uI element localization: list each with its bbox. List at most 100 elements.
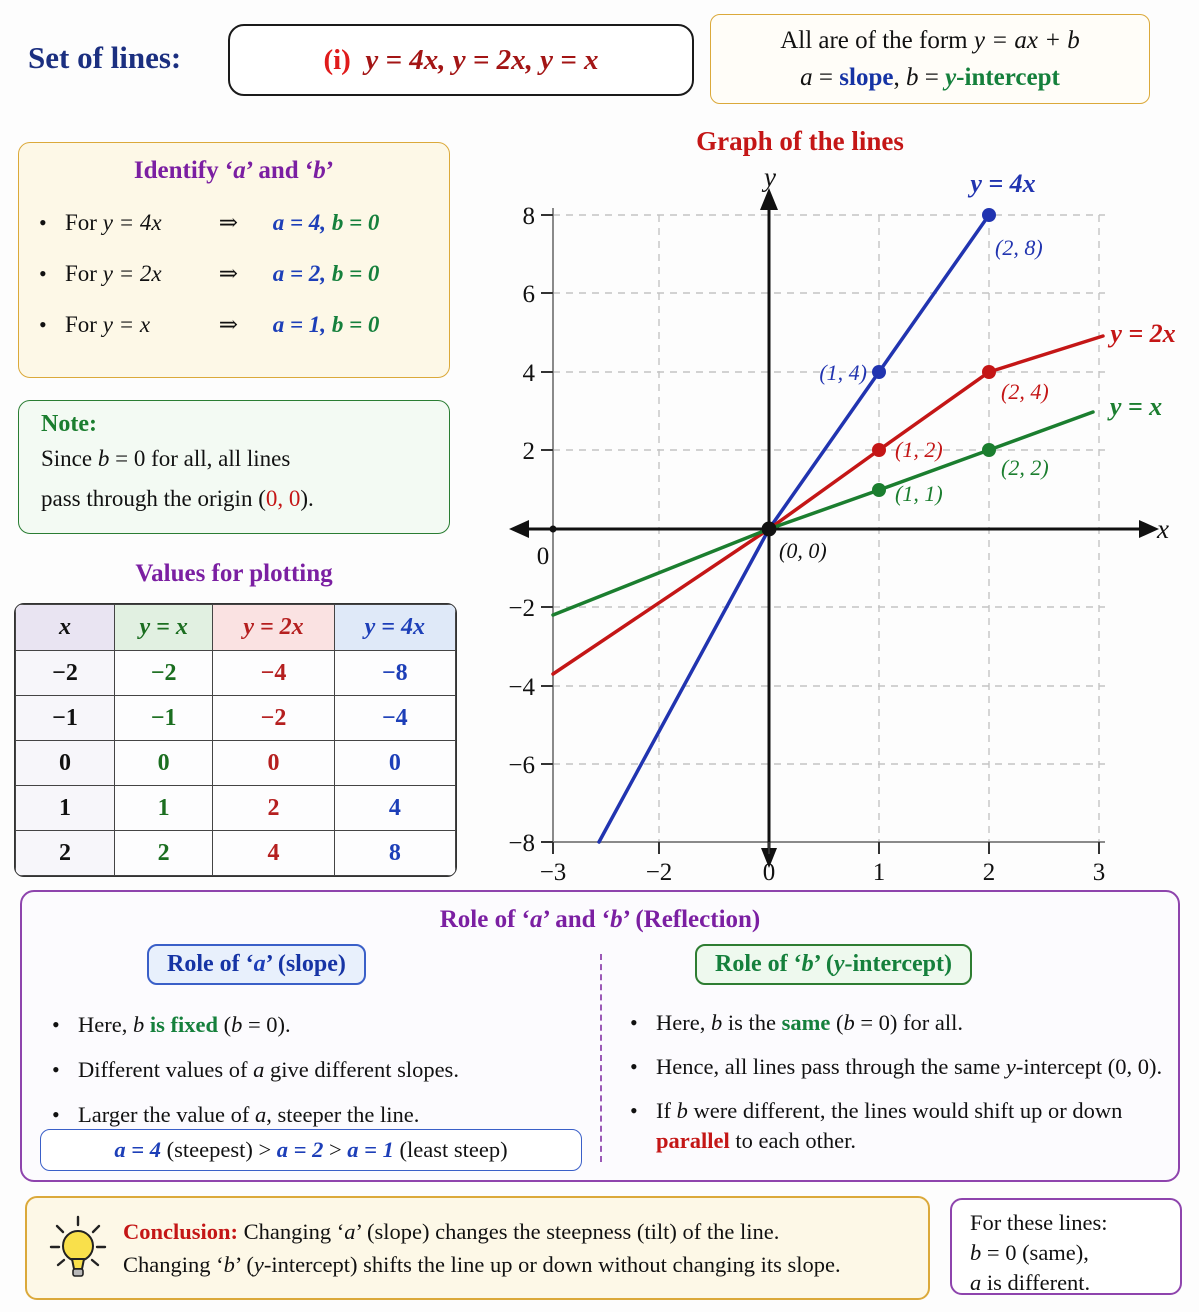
table-row: −2 −2 −4 −8 xyxy=(15,650,456,696)
form-note-box: All are of the form y = ax + b a = slope… xyxy=(710,14,1150,104)
x-tick-label: 2 xyxy=(983,859,996,886)
reflection-box: Role of ‘a’ and ‘b’ (Reflection) Role of… xyxy=(20,890,1180,1182)
data-point xyxy=(872,443,886,457)
values-heading: Values for plotting xyxy=(135,560,333,587)
y-tick-label: 2 xyxy=(523,438,536,465)
list-item: • Different values of a give different sl… xyxy=(52,1057,459,1082)
list-item: • For y = 2x ⇒ a = 2, b = 0 xyxy=(39,261,380,286)
bullet-dot: • xyxy=(630,1098,638,1123)
col-header-y2x: y = 2x xyxy=(212,604,335,651)
origin-zero-label: 0 xyxy=(537,543,550,570)
form-line-2: a = slope, b = y-intercept xyxy=(800,64,1060,91)
values-table-body: −2 −2 −4 −8 −1 −1 −2 −4 0 0 0 0 1 1 2 4 2 2 4 8 xyxy=(15,650,456,876)
conclusion-box: Conclusion: Changing ‘a’ (slope) changes… xyxy=(25,1196,930,1300)
bullet-dot: • xyxy=(630,1054,638,1079)
bullet-dot: • xyxy=(39,210,47,235)
gridlines xyxy=(552,208,1105,843)
data-point xyxy=(872,483,886,497)
y-tick-label: −2 xyxy=(508,595,535,622)
line-set-box: (i) y = 4x, y = 2x, y = x xyxy=(228,24,694,96)
list-item: • If b were different, the lines would sh… xyxy=(630,1096,1170,1156)
bullet-dot: • xyxy=(39,312,47,337)
identify-heading: Identify ‘a’ and ‘b’ xyxy=(133,157,335,184)
note-label: Note: xyxy=(41,411,97,437)
page-title: Set of lines: xyxy=(28,40,182,75)
bullet-dot: • xyxy=(52,1102,60,1127)
list-item: • For y = x ⇒ a = 1, b = 0 xyxy=(39,312,380,337)
list-item: • Here, b is the same (b = 0) for all. xyxy=(630,1008,1170,1038)
x-tick-label: 0 xyxy=(763,859,776,886)
origin-dot xyxy=(761,521,777,537)
y-tick-label: 4 xyxy=(523,360,536,387)
bullet-dot: • xyxy=(630,1010,638,1035)
col-header-x: x xyxy=(15,604,115,651)
note-body-line2: pass through the origin (0, 0). xyxy=(41,486,314,511)
point-label: (2, 4) xyxy=(1001,379,1049,404)
list-item: a is different. xyxy=(970,1270,1091,1295)
values-table: x y = x y = 2x y = 4x −2 −2 −4 −8 −1 −1 −2 −4 0 0… xyxy=(14,603,457,877)
y-tick-label: −6 xyxy=(508,752,535,779)
y-tick-label: −8 xyxy=(508,830,535,857)
for-these-lines-box: For these lines: b = 0 (same), a is differ… xyxy=(950,1198,1182,1295)
role-b-column: • Here, b is the same (b = 0) for all. • He… xyxy=(630,994,1170,1156)
identify-bullets: • For y = 4x ⇒ a = 4, b = 0 • For y = 2x ⇒ a = … xyxy=(39,210,429,338)
y-axis-letter: y xyxy=(761,162,776,192)
table-row: −1 −1 −2 −4 xyxy=(15,695,456,741)
steepness-box: a = 4 (steepest) > a = 2 > a = 1 (least … xyxy=(40,1129,582,1171)
x-axis-letter: x xyxy=(1156,514,1169,544)
note-body-line1: Since b = 0 for all, all lines xyxy=(41,446,291,471)
x-tick-label: −3 xyxy=(540,859,567,886)
axes xyxy=(509,188,1159,868)
plot-line xyxy=(551,410,1095,617)
x-tick-label: 1 xyxy=(873,859,886,886)
line-label: y = x xyxy=(1107,392,1162,421)
data-point xyxy=(872,365,886,379)
x-tick-label: −2 xyxy=(646,859,673,886)
lightbulb-icon xyxy=(49,1215,107,1277)
origin-label: (0, 0) xyxy=(779,538,827,563)
line-label: y = 2x xyxy=(1107,319,1175,348)
note-box: Note: Since b = 0 for all, all lines pas… xyxy=(18,400,450,534)
column-divider xyxy=(600,954,602,1162)
point-label: (2, 2) xyxy=(1001,455,1049,480)
x-tick-label: 3 xyxy=(1093,859,1106,886)
y-tick-label: 8 xyxy=(523,203,536,230)
data-point xyxy=(982,443,996,457)
list-item: • Larger the value of a, steeper the line… xyxy=(52,1102,420,1127)
conclusion-text: Conclusion: Changing ‘a’ (slope) changes… xyxy=(123,1215,841,1281)
form-line-1: All are of the form y = ax + b xyxy=(780,27,1080,54)
bullet-dot: • xyxy=(52,1012,60,1037)
y-tick-label: 6 xyxy=(523,281,536,308)
col-header-yx: y = x xyxy=(113,604,214,651)
data-point xyxy=(982,208,996,222)
role-b-badge: Role of ‘b’ (y-intercept) xyxy=(695,944,973,985)
conclusion-line2: Changing ‘b’ (y-intercept) shifts the li… xyxy=(123,1252,841,1277)
list-item: For these lines: xyxy=(970,1210,1108,1235)
role-a-badge: Role of ‘a’ (slope) xyxy=(147,944,366,985)
bullet-dot: • xyxy=(52,1057,60,1082)
list-item: • Here, b is fixed (b = 0). xyxy=(52,1012,291,1037)
table-header-row: x y = x y = 2x y = 4x xyxy=(15,604,456,651)
point-label: (2, 8) xyxy=(995,235,1043,260)
col-header-y4x: y = 4x xyxy=(333,604,456,651)
identify-box: Identify ‘a’ and ‘b’ • For y = 4x ⇒ a = 4, … xyxy=(18,142,450,378)
graph-title: Graph of the lines xyxy=(696,126,904,156)
list-item: • For y = 4x ⇒ a = 4, b = 0 xyxy=(39,210,380,235)
point-label: (1, 2) xyxy=(895,437,943,462)
list-item: • Hence, all lines pass through the same … xyxy=(630,1052,1170,1082)
plot-line xyxy=(597,213,991,844)
point-label: (1, 1) xyxy=(895,481,943,506)
role-a-column: • Here, b is fixed (b = 0). • Different val… xyxy=(52,994,577,1129)
bullet-dot: • xyxy=(39,261,47,286)
line-set-equations: (i) y = 4x, y = 2x, y = x xyxy=(323,43,599,76)
reflection-title: Role of ‘a’ and ‘b’ (Reflection) xyxy=(439,906,761,933)
point-label: (1, 4) xyxy=(819,360,867,385)
y-tick-label: −4 xyxy=(508,674,535,701)
line-label: y = 4x xyxy=(967,169,1035,198)
